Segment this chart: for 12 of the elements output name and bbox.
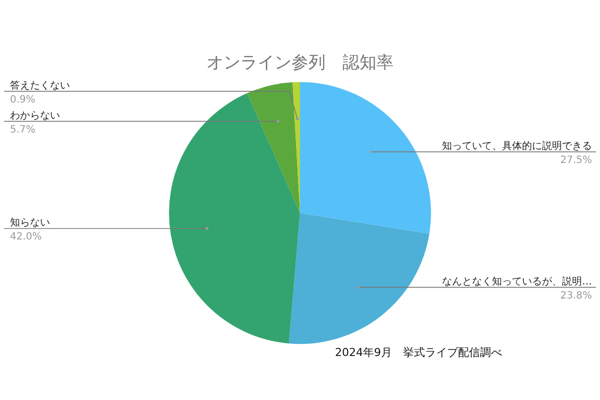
slice-label: 知らない: [10, 216, 50, 228]
data-label: 27.5%: [560, 154, 592, 166]
data-label: 5.7%: [10, 124, 36, 136]
slice-label: 答えたくない: [10, 79, 70, 92]
data-label: 42.0%: [10, 232, 42, 242]
slice-label: わからない: [10, 110, 60, 122]
data-label: 0.9%: [10, 94, 36, 106]
slice-label: なんとなく知っているが、説明…: [442, 275, 592, 288]
text: 2024年9月 挙式ライブ配信調べ: [335, 346, 502, 359]
data-label: 23.8%: [560, 290, 592, 302]
slice-label: 知っていて、具体的に説明できる: [442, 140, 592, 152]
chart-title: オンライン参列 認知率: [206, 53, 394, 73]
